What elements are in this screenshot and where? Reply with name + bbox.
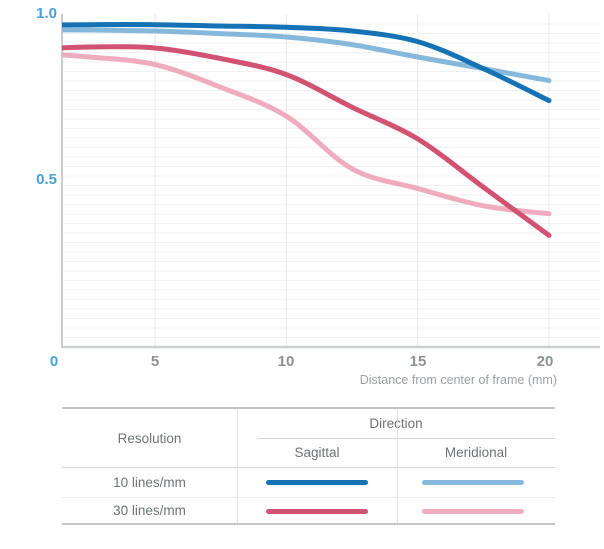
swatch-30lines-meridional-line [422,509,524,514]
legend-header-meridional: Meridional [444,445,508,460]
x-tick-10: 10 [277,353,295,370]
x-axis-title: Distance from center of frame (mm) [359,373,557,387]
x-tick-15: 15 [409,353,427,370]
legend-column-divider-1 [237,409,238,523]
swatch-10lines-sagittal-line [266,480,368,485]
y-tick-0-5: 0.5 [36,171,57,188]
curve-30-lines-mm-sagittal [62,44,552,238]
x-tick-5: 5 [150,353,160,370]
legend-header-resolution: Resolution [117,430,182,446]
legend-header-sagittal: Sagittal [294,445,340,460]
mtf-plot-canvas [61,14,600,349]
legend-header-direction: Direction [369,416,423,431]
legend-row-separator [62,497,555,498]
swatch-30lines-sagittal-line [266,509,368,514]
legend-row-label-10-lines: 10 lines/mm [113,474,186,490]
curve-30-lines-mm-meridional [62,52,552,217]
legend-column-divider-2 [397,409,398,523]
x-tick-20: 20 [536,353,554,370]
curve-10-lines-mm-sagittal [62,22,552,104]
direction-underline [257,438,555,439]
legend-header-separator [62,467,555,468]
legend-table: Resolution Direction Sagittal Meridional… [62,407,555,525]
swatch-10lines-meridional-line [422,480,524,485]
curve-10-lines-mm-meridional [62,27,552,84]
legend-row-label-30-lines: 30 lines/mm [113,502,186,518]
y-tick-1-0: 1.0 [36,5,57,22]
x-tick-0: 0 [49,353,59,370]
